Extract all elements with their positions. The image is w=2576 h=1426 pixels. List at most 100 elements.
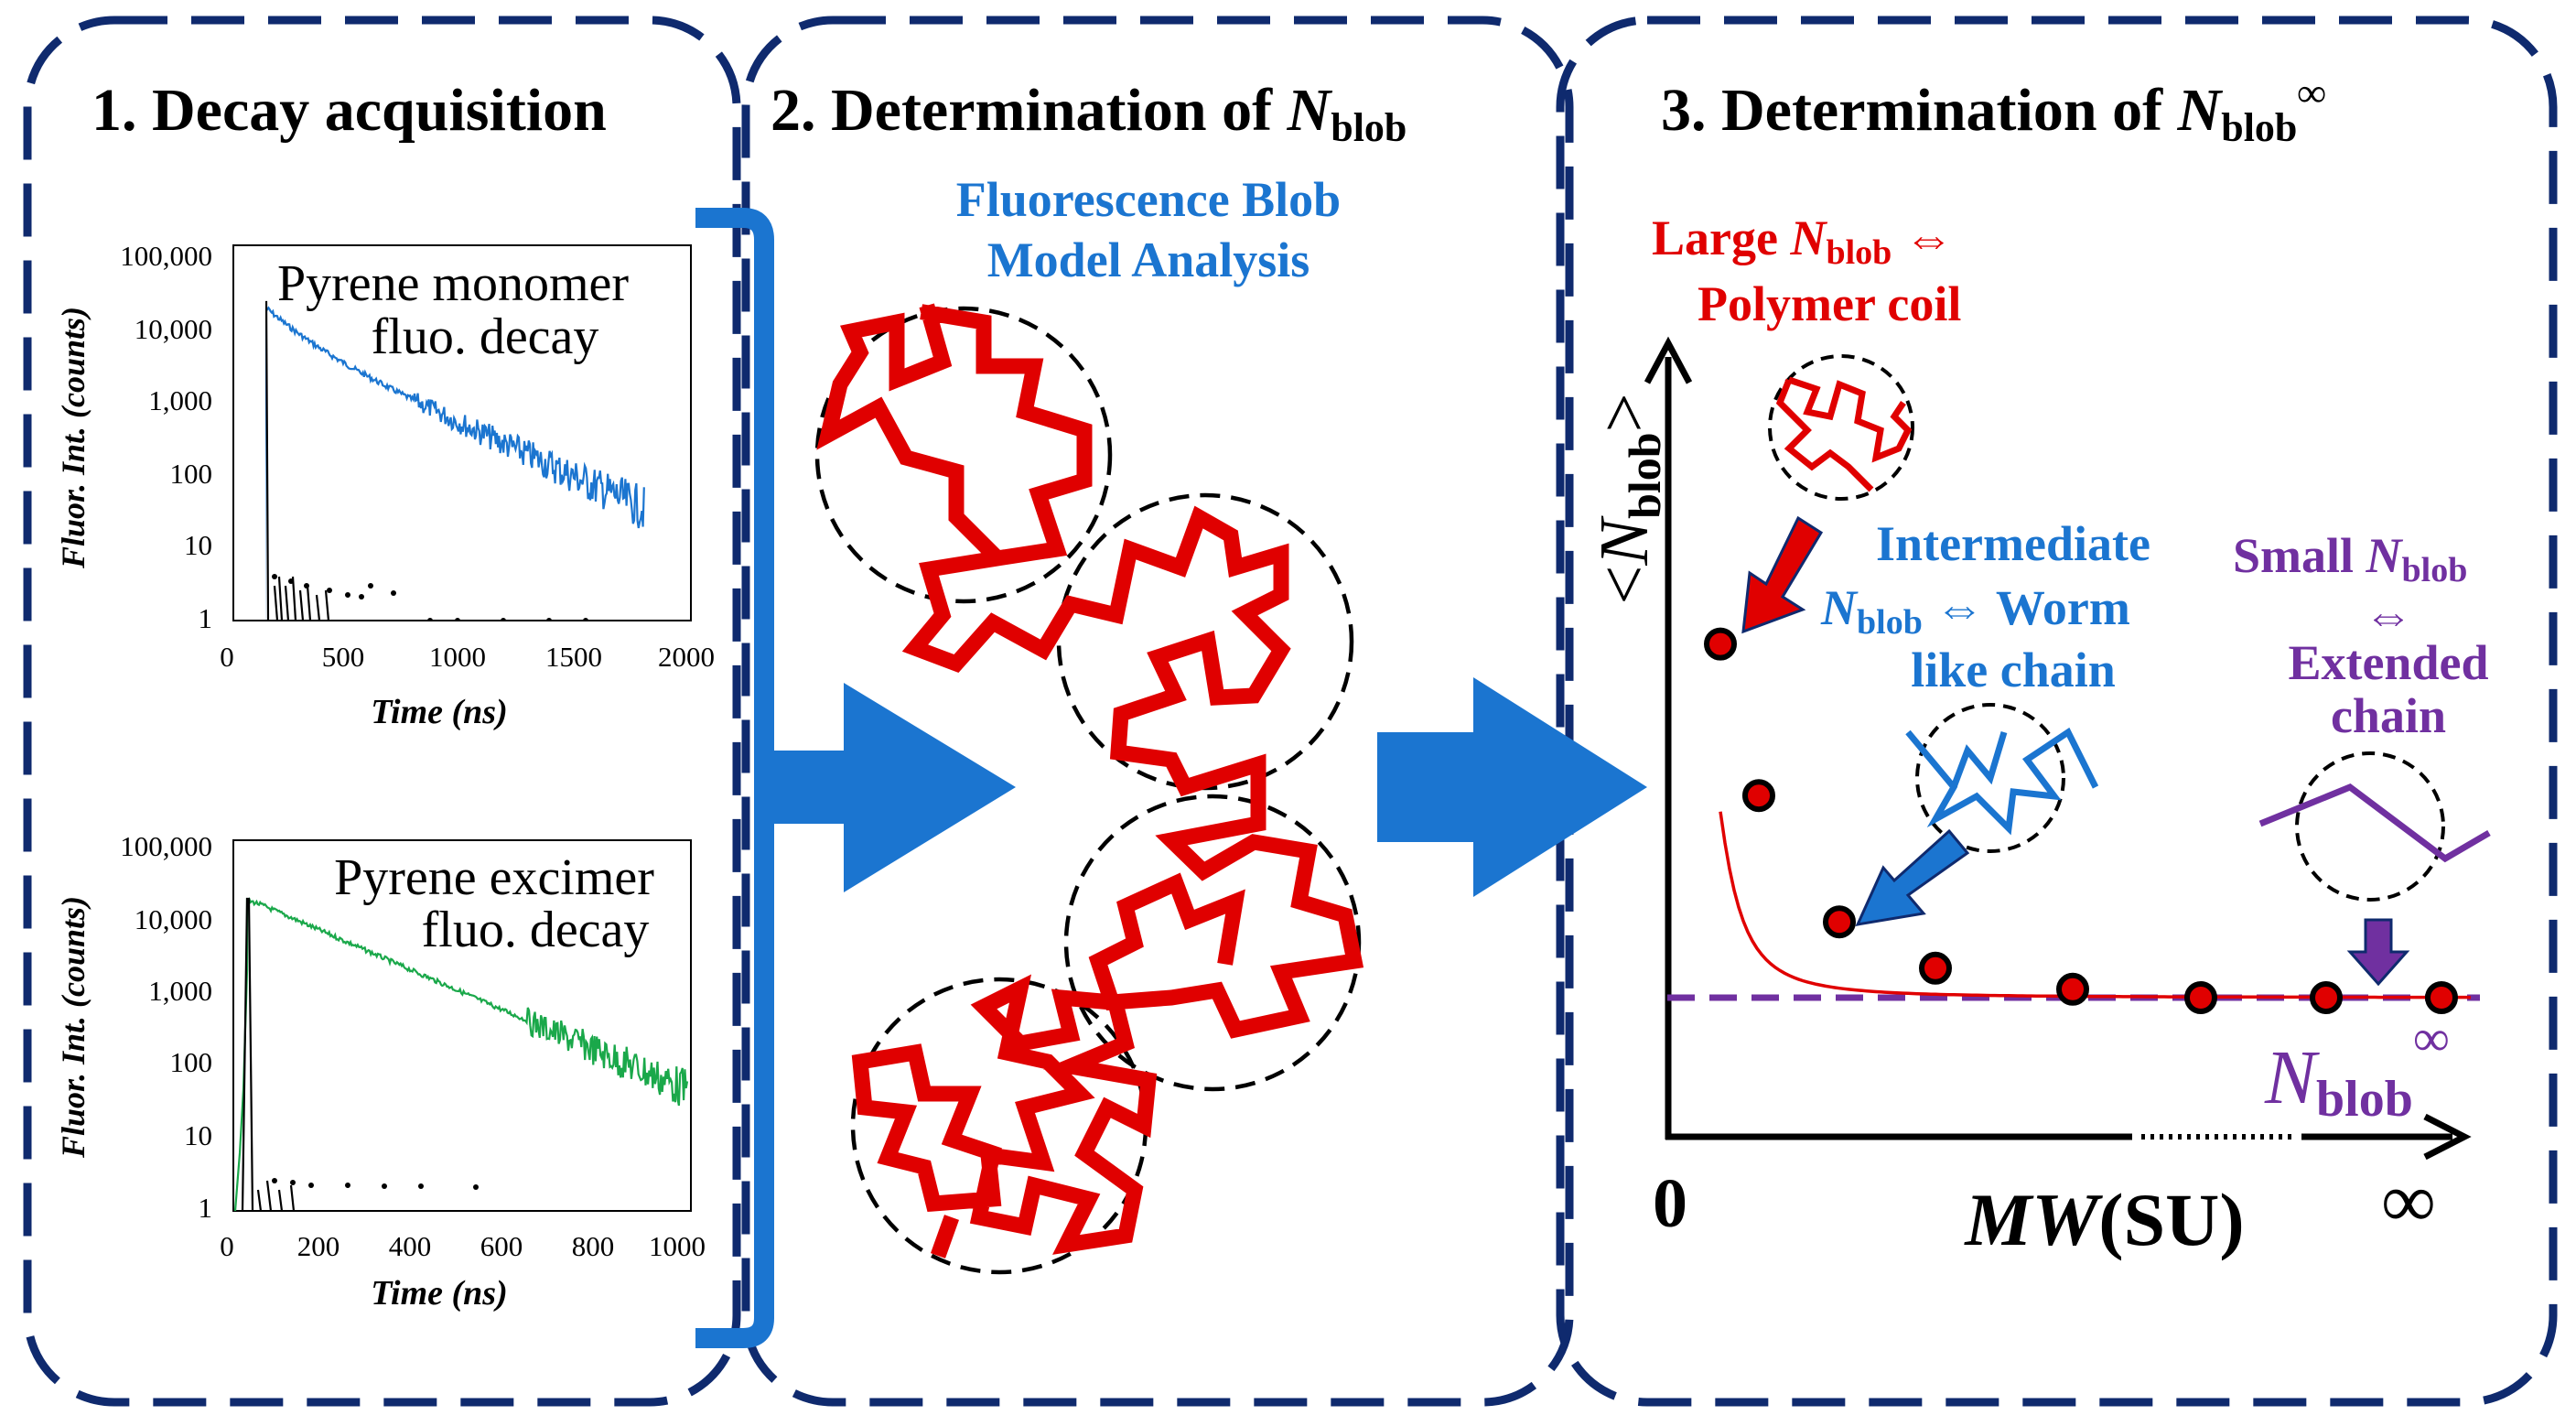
y-tick-label: 100 bbox=[170, 458, 213, 490]
excimer-y-axis-label: Fluor. Int. (counts) bbox=[55, 896, 92, 1159]
excimer-irf-trace bbox=[241, 897, 296, 1211]
large-N: N bbox=[1789, 211, 1827, 265]
irf-dot bbox=[382, 1183, 387, 1189]
x-axis-label: MW(SU) bbox=[1963, 1178, 2244, 1261]
data-points bbox=[1704, 627, 2458, 1014]
y-axis-N: N bbox=[1586, 515, 1663, 567]
extended-chain bbox=[2258, 783, 2491, 863]
small-nblob-arrow: ⇔ bbox=[2364, 588, 2413, 643]
irf-dot bbox=[368, 583, 373, 589]
irf-dot bbox=[583, 618, 588, 621]
monomer-irf-dots bbox=[272, 574, 588, 621]
polymer-coil-icon bbox=[1768, 354, 1914, 501]
y-tick-label: 100 bbox=[170, 1046, 213, 1078]
large-nblob-line-1: Large Nblob ⇔ bbox=[1652, 211, 1954, 272]
panel-3-title-N: N bbox=[2177, 77, 2224, 144]
worm-chain-icon bbox=[1905, 703, 2099, 853]
panel-1-frame bbox=[23, 16, 741, 1407]
large-prefix: Large bbox=[1652, 211, 1790, 265]
data-point bbox=[2425, 981, 2458, 1014]
data-point bbox=[2184, 981, 2217, 1014]
excimer-x-ticks: 0 200 400 600 800 1000 bbox=[220, 1230, 706, 1262]
data-point bbox=[1704, 627, 1737, 661]
irf-dot bbox=[501, 618, 506, 621]
asym-N: N bbox=[2264, 1035, 2320, 1120]
y-tick-label: 10,000 bbox=[135, 903, 212, 935]
x-tick-label: 0 bbox=[220, 641, 234, 673]
panel-3-frame bbox=[1556, 16, 2558, 1407]
irf-dot bbox=[473, 1184, 479, 1190]
irf-dot bbox=[359, 594, 364, 600]
x-infinity-label: ∞ bbox=[2381, 1159, 2436, 1244]
y-axis-sub: blob bbox=[1619, 432, 1670, 519]
panel-3-title-sup: ∞ bbox=[2297, 70, 2325, 115]
inter-nblob-line-2: Nblob ⇔ Worm bbox=[1820, 580, 2130, 642]
y-axis-open: < bbox=[1586, 566, 1663, 605]
x-axis-SU: (SU) bbox=[2098, 1178, 2244, 1261]
panel-2-title-N: N bbox=[1287, 77, 1333, 144]
x-tick-label: 1000 bbox=[429, 641, 486, 673]
y-tick-label: 1,000 bbox=[148, 975, 212, 1007]
data-point bbox=[1823, 905, 1856, 939]
irf-dot bbox=[308, 1183, 314, 1188]
data-bracket bbox=[695, 208, 774, 1348]
irf-dot bbox=[290, 1180, 296, 1185]
nblob-axes bbox=[1644, 336, 2472, 1161]
panel-2: 2. Determination of Nblob Fluorescence B… bbox=[771, 77, 1407, 1275]
irf-dot bbox=[418, 1183, 424, 1189]
panel-3-title-sub: blob bbox=[2221, 105, 2297, 150]
y-tick-label: 1 bbox=[199, 1192, 213, 1224]
purple-arrow bbox=[2346, 918, 2410, 987]
data-point bbox=[2310, 981, 2343, 1014]
asymptote-label: Nblob∞ bbox=[2264, 1010, 2450, 1128]
x-tick-label: 1500 bbox=[545, 641, 602, 673]
worm-chain bbox=[1905, 727, 2099, 836]
inter-nblob-line-3: like chain bbox=[1911, 643, 2116, 697]
irf-dot bbox=[345, 1183, 350, 1188]
blue-arrow bbox=[1855, 828, 1970, 926]
excimer-decay-curve bbox=[233, 897, 689, 1211]
y-tick-label: 100,000 bbox=[120, 830, 212, 862]
red-arrow bbox=[1741, 515, 1824, 634]
panel-1: 1. Decay acquisition 100,000 10,000 1,00… bbox=[55, 77, 774, 1348]
y-axis-arrowhead bbox=[1644, 336, 1693, 384]
inter-sub: blob bbox=[1857, 603, 1923, 642]
small-prefix: Small bbox=[2233, 528, 2366, 583]
panel-3: 3. Determination of Nblob∞ Large Nblob ⇔… bbox=[1586, 70, 2491, 1261]
excimer-irf-dots bbox=[272, 1178, 479, 1190]
panel-2-title-prefix: 2. Determination of bbox=[771, 77, 1288, 144]
panel-3-title-prefix: 3. Determination of bbox=[1661, 77, 2178, 144]
excimer-label-line-2: fluo. decay bbox=[422, 902, 650, 958]
monomer-irf-trace bbox=[265, 300, 330, 621]
y-tick-label: 100,000 bbox=[120, 240, 212, 272]
large-sub: blob bbox=[1826, 233, 1892, 272]
y-axis-close: > bbox=[1586, 394, 1663, 433]
monomer-x-ticks: 0 500 1000 1500 2000 bbox=[220, 641, 715, 673]
x-origin-label: 0 bbox=[1653, 1165, 1687, 1242]
irf-dot bbox=[327, 588, 332, 593]
x-axis-arrowhead bbox=[2423, 1113, 2472, 1161]
irf-dot bbox=[391, 590, 396, 596]
y-tick-label: 10,000 bbox=[135, 313, 212, 345]
y-tick-label: 10 bbox=[184, 1119, 212, 1151]
y-axis-label: <Nblob> bbox=[1586, 394, 1670, 605]
irf-dot bbox=[272, 574, 277, 579]
blob-circle bbox=[814, 306, 1113, 604]
panel-2-title-sub: blob bbox=[1331, 105, 1407, 150]
monomer-decay-plot: 100,000 10,000 1,000 100 10 1 0 500 1000… bbox=[55, 240, 715, 731]
monomer-decay-curve bbox=[265, 306, 645, 621]
small-nblob-line-1: Small Nblob bbox=[2233, 528, 2467, 589]
irf-dot bbox=[272, 1178, 277, 1183]
asym-sup: ∞ bbox=[2413, 1010, 2450, 1067]
y-tick-label: 1 bbox=[199, 602, 213, 634]
monomer-x-axis-label: Time (ns) bbox=[371, 693, 508, 731]
data-point bbox=[2056, 972, 2089, 1006]
excimer-y-ticks: 100,000 10,000 1,000 100 10 1 bbox=[120, 830, 212, 1224]
polymer-chain-end bbox=[930, 1215, 960, 1259]
fit-curve bbox=[1719, 811, 2472, 999]
x-tick-label: 0 bbox=[220, 1230, 234, 1262]
x-tick-label: 1000 bbox=[649, 1230, 706, 1262]
coil-chain bbox=[1775, 376, 1913, 492]
monomer-traces bbox=[265, 300, 645, 621]
